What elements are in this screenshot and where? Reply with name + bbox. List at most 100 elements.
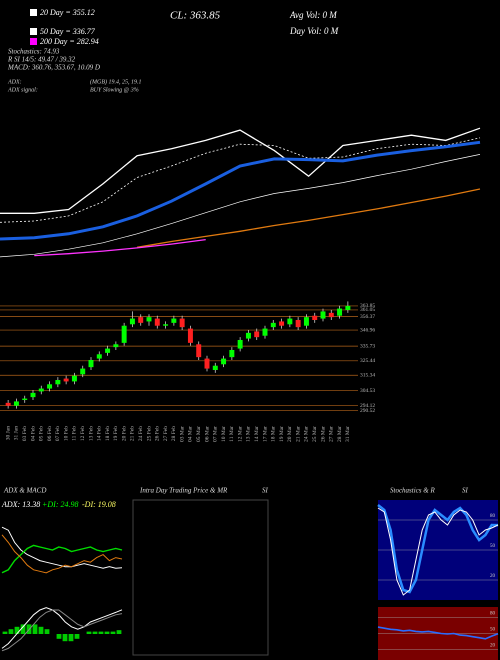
price-label: 315.34 (360, 372, 375, 378)
x-tick-label: 03 Mar (179, 426, 185, 442)
price-label: 325.44 (360, 358, 375, 364)
series-line (377, 507, 499, 596)
candle-body (30, 392, 36, 398)
info-label: ADX signal: (7, 87, 38, 93)
candle-body (138, 317, 144, 323)
x-tick-label: 10 Mar (221, 426, 227, 442)
series-line (136, 188, 481, 248)
x-tick-label: 06 Mar (204, 426, 210, 442)
series-line (0, 137, 481, 223)
candle-body (204, 358, 210, 369)
x-tick-label: 24 Feb (138, 426, 144, 441)
legend-entry: 200 Day = 282.94 (40, 37, 99, 46)
histogram-bar (8, 629, 14, 634)
panel-title: Intra Day Trading Price & MR (139, 487, 228, 495)
histogram-bar (74, 634, 80, 639)
candle-body (320, 311, 326, 319)
series-line (377, 626, 499, 640)
x-tick-label: 11 Feb (72, 426, 78, 441)
histogram-bar (2, 631, 8, 634)
panel-title: ADX & MACD (3, 487, 46, 495)
x-tick-label: 31 Mar (345, 426, 351, 442)
price-label: 356.37 (360, 314, 375, 320)
avg-volume: Avg Vol: 0 M (289, 10, 337, 20)
candle-body (38, 388, 44, 392)
candle-body (312, 315, 318, 320)
x-tick-label: 28 Feb (171, 426, 177, 441)
candle-body (88, 360, 94, 368)
x-tick-label: 14 Mar (254, 426, 260, 442)
x-tick-label: 31 Jan (14, 426, 20, 440)
histogram-bar (38, 626, 44, 634)
x-tick-label: 27 Mar (329, 426, 335, 442)
panel-title: Stochastics & R (390, 487, 435, 495)
series-line (1, 526, 123, 569)
info-line: R SI 14/5: 49.47 / 39.32 (7, 56, 76, 64)
x-tick-label: 20 Mar (287, 426, 293, 442)
x-tick-label: 12 Mar (237, 426, 243, 442)
candle-body (262, 328, 268, 336)
series-line (0, 154, 481, 258)
series-line (377, 504, 499, 594)
legend-swatch (30, 28, 37, 35)
series-line (1, 609, 123, 652)
x-tick-label: 21 Mar (295, 426, 301, 442)
candle-body (345, 305, 351, 310)
indicator-value: -DI: 19.08 (82, 500, 116, 509)
price-label: 335.73 (360, 343, 375, 349)
panel-frame (132, 499, 269, 656)
legend-entry: 50 Day = 336.77 (40, 27, 96, 36)
day-volume: Day Vol: 0 M (289, 26, 339, 36)
series-line (1, 534, 123, 574)
x-tick-label: 28 Mar (337, 426, 343, 442)
candle-body (154, 318, 160, 326)
x-tick-label: 21 Feb (130, 426, 136, 441)
legend-swatch (30, 9, 37, 16)
y-tick-label: 50 (490, 544, 496, 549)
info-value: (MGB) 19.4, 25, 19.1 (90, 78, 142, 85)
price-label: 346.96 (360, 327, 375, 333)
histogram-bar (20, 624, 26, 634)
candle-body (279, 321, 285, 326)
info-line: MACD: 360.76, 353.67, 10.09 D (7, 64, 100, 72)
legend-entry: 20 Day = 355.12 (40, 8, 95, 17)
y-tick-label: 80 (490, 514, 496, 519)
histogram-bar (68, 634, 74, 642)
x-tick-label: 11 Mar (229, 426, 235, 442)
candle-body (96, 354, 102, 359)
price-label: 294.12 (360, 403, 375, 409)
x-tick-label: 07 Mar (213, 426, 219, 442)
close-price: CL: 363.85 (170, 10, 221, 22)
histogram-bar (32, 624, 38, 634)
candle-body (80, 368, 86, 375)
x-tick-label: 17 Mar (262, 426, 268, 442)
x-tick-label: 13 Feb (88, 426, 94, 441)
candle-body (171, 318, 177, 323)
indicator-value: +DI: 24.98 (42, 500, 79, 509)
candle-body (63, 378, 69, 382)
candle-body (55, 380, 61, 385)
x-tick-label: 04 Mar (188, 426, 194, 442)
series-line (1, 544, 123, 574)
panel-subtitle: SI (262, 487, 269, 495)
x-tick-label: 12 Feb (80, 426, 86, 441)
candle-body (71, 375, 77, 382)
y-tick-label: 50 (490, 628, 496, 633)
series-line (0, 140, 481, 241)
x-tick-label: 30 Jan (5, 426, 11, 440)
info-line: Stochastics: 74.93 (8, 48, 60, 56)
candle-body (113, 344, 119, 348)
candle-body (196, 344, 202, 358)
x-tick-label: 06 Feb (47, 426, 53, 441)
legend-swatch (30, 38, 37, 45)
series-line (34, 238, 206, 257)
histogram-bar (44, 629, 50, 634)
panel-subtitle: SI (462, 487, 469, 495)
price-label: 304.53 (360, 388, 375, 394)
histogram-bar (110, 631, 116, 634)
histogram-bar (98, 631, 104, 634)
x-tick-label: 19 Mar (279, 426, 285, 442)
histogram-bar (86, 631, 92, 634)
x-tick-label: 27 Feb (163, 426, 169, 441)
